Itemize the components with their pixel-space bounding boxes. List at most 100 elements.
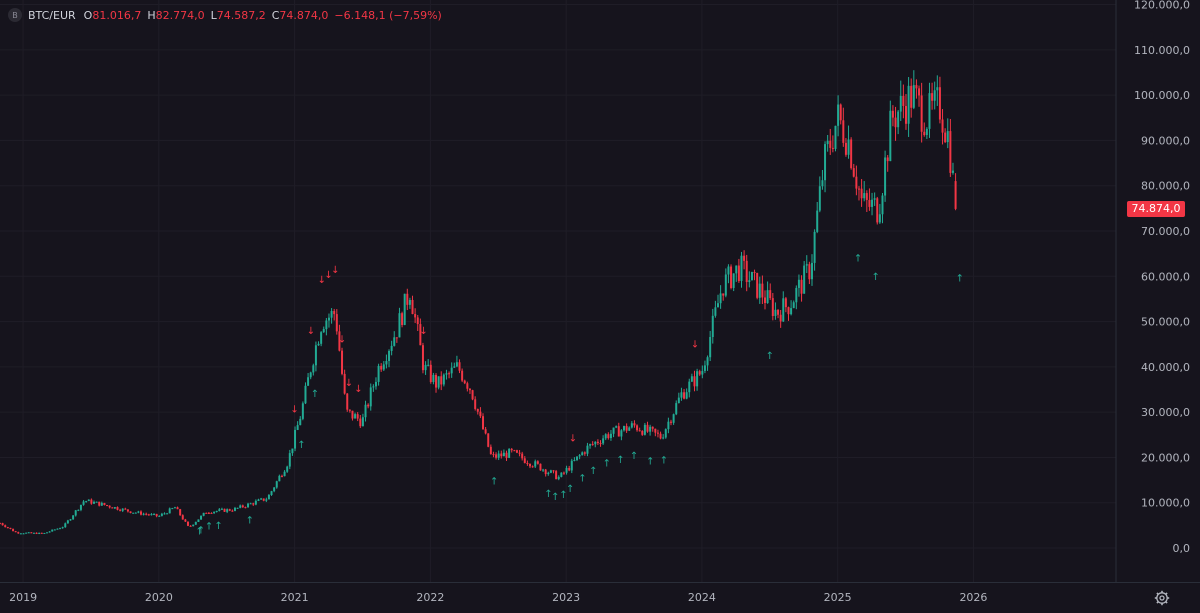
candle-body [72, 515, 75, 520]
candle-body [448, 373, 451, 375]
candle-body [103, 502, 106, 506]
candle-body [27, 532, 30, 534]
candle-body [32, 532, 35, 534]
gear-icon[interactable] [1153, 589, 1171, 607]
candle-body [602, 438, 605, 444]
candle-body [330, 311, 333, 318]
candles [0, 70, 957, 535]
candle-body [100, 502, 103, 506]
candle-body [565, 467, 568, 473]
candle-body [168, 508, 171, 514]
candle-body [745, 260, 748, 282]
candle-body [90, 499, 93, 504]
candle-body [453, 366, 456, 368]
candle-body [904, 105, 907, 124]
y-tick-label: 110.000,0 [1134, 44, 1190, 57]
candle-body [134, 512, 137, 514]
candle-body [928, 93, 931, 129]
candle-body [351, 410, 354, 419]
candle-body [218, 509, 221, 511]
candle-body [288, 453, 291, 467]
x-tick-label: 2019 [9, 591, 37, 604]
candle-body [194, 521, 197, 525]
signal-arrows: ↑↑ ↑ ↑ ↑↑↑↑↑↑ ↑↑↑↑↑ ↑ ↑↑ ↑↑↑↑ ↑↓↓↓↓↓↓↓↓↓↓↓ [195, 253, 964, 537]
candle-body [654, 428, 657, 433]
candle-body [816, 210, 819, 232]
candle-body [839, 104, 842, 121]
sell-signal-arrow: ↓ [338, 335, 346, 346]
candle-body [782, 298, 785, 322]
x-tick-label: 2024 [688, 591, 716, 604]
candle-body [280, 475, 283, 477]
candle-body [312, 365, 315, 373]
candle-body [327, 317, 330, 321]
candle-body [763, 297, 766, 304]
candle-body [121, 508, 124, 511]
x-tick-label: 2022 [416, 591, 444, 604]
candle-body [215, 510, 218, 512]
candle-body [850, 139, 853, 169]
high-label: H [147, 8, 156, 22]
buy-signal-arrow: ↑ [297, 440, 305, 451]
y-tick-label: 80.000,0 [1141, 180, 1190, 193]
candle-body [393, 337, 396, 346]
buy-signal-arrow: ↑ [660, 456, 668, 467]
sell-signal-arrow: ↓ [419, 326, 427, 337]
candle-body [709, 336, 712, 358]
candle-body [95, 501, 98, 503]
candle-body [837, 104, 840, 126]
candle-body [876, 198, 879, 223]
candle-body [573, 459, 576, 461]
candle-body [646, 424, 649, 432]
candle-body [690, 376, 693, 382]
buy-signal-arrow: ↑ [603, 459, 611, 470]
time-axis[interactable]: 2019 2020 2021 2022 2023 2024 2025 2026 [9, 591, 987, 604]
candle-body [797, 279, 800, 288]
candle-body [226, 509, 229, 512]
candle-body [693, 376, 696, 387]
candle-body [758, 283, 761, 298]
candle-body [359, 418, 362, 427]
candle-body [683, 392, 686, 399]
candle-body [555, 471, 558, 480]
candle-body [784, 298, 787, 308]
candle-body [777, 309, 780, 315]
candle-body [495, 454, 498, 458]
candle-body [419, 324, 422, 346]
candle-body [273, 487, 276, 492]
candle-body [450, 367, 453, 374]
candle-body [515, 450, 518, 453]
candle-body [155, 513, 158, 517]
candle-body [871, 199, 874, 207]
sell-signal-arrow: ↓ [307, 326, 315, 337]
candle-body [139, 511, 142, 515]
candle-body [662, 437, 665, 439]
candle-body [842, 120, 845, 143]
candle-body [633, 423, 636, 426]
candle-body [124, 508, 127, 510]
candle-body [834, 125, 837, 149]
candle-body [677, 397, 680, 404]
candle-body [753, 272, 756, 274]
sell-signal-arrow: ↓ [318, 275, 326, 286]
buy-signal-arrow: ↑ [956, 273, 964, 284]
candle-body [437, 376, 440, 388]
candle-body [466, 383, 469, 389]
candle-body [756, 272, 759, 298]
candle-body [706, 357, 709, 366]
candle-body [502, 452, 505, 457]
candle-body [803, 265, 806, 294]
candle-body [346, 393, 349, 410]
candle-body [398, 313, 401, 338]
candle-body [314, 345, 317, 366]
candle-body [863, 193, 866, 199]
candle-body [581, 452, 584, 456]
candle-body [685, 392, 688, 399]
candle-body [547, 472, 550, 475]
symbol-name[interactable]: BTC/EUR [28, 8, 76, 22]
candle-body [912, 85, 915, 108]
candle-body [599, 443, 602, 445]
price-axis[interactable]: 120.000,0 110.000,0 100.000,0 90.000,0 80.00… [1134, 0, 1190, 555]
candle-body [241, 505, 244, 508]
